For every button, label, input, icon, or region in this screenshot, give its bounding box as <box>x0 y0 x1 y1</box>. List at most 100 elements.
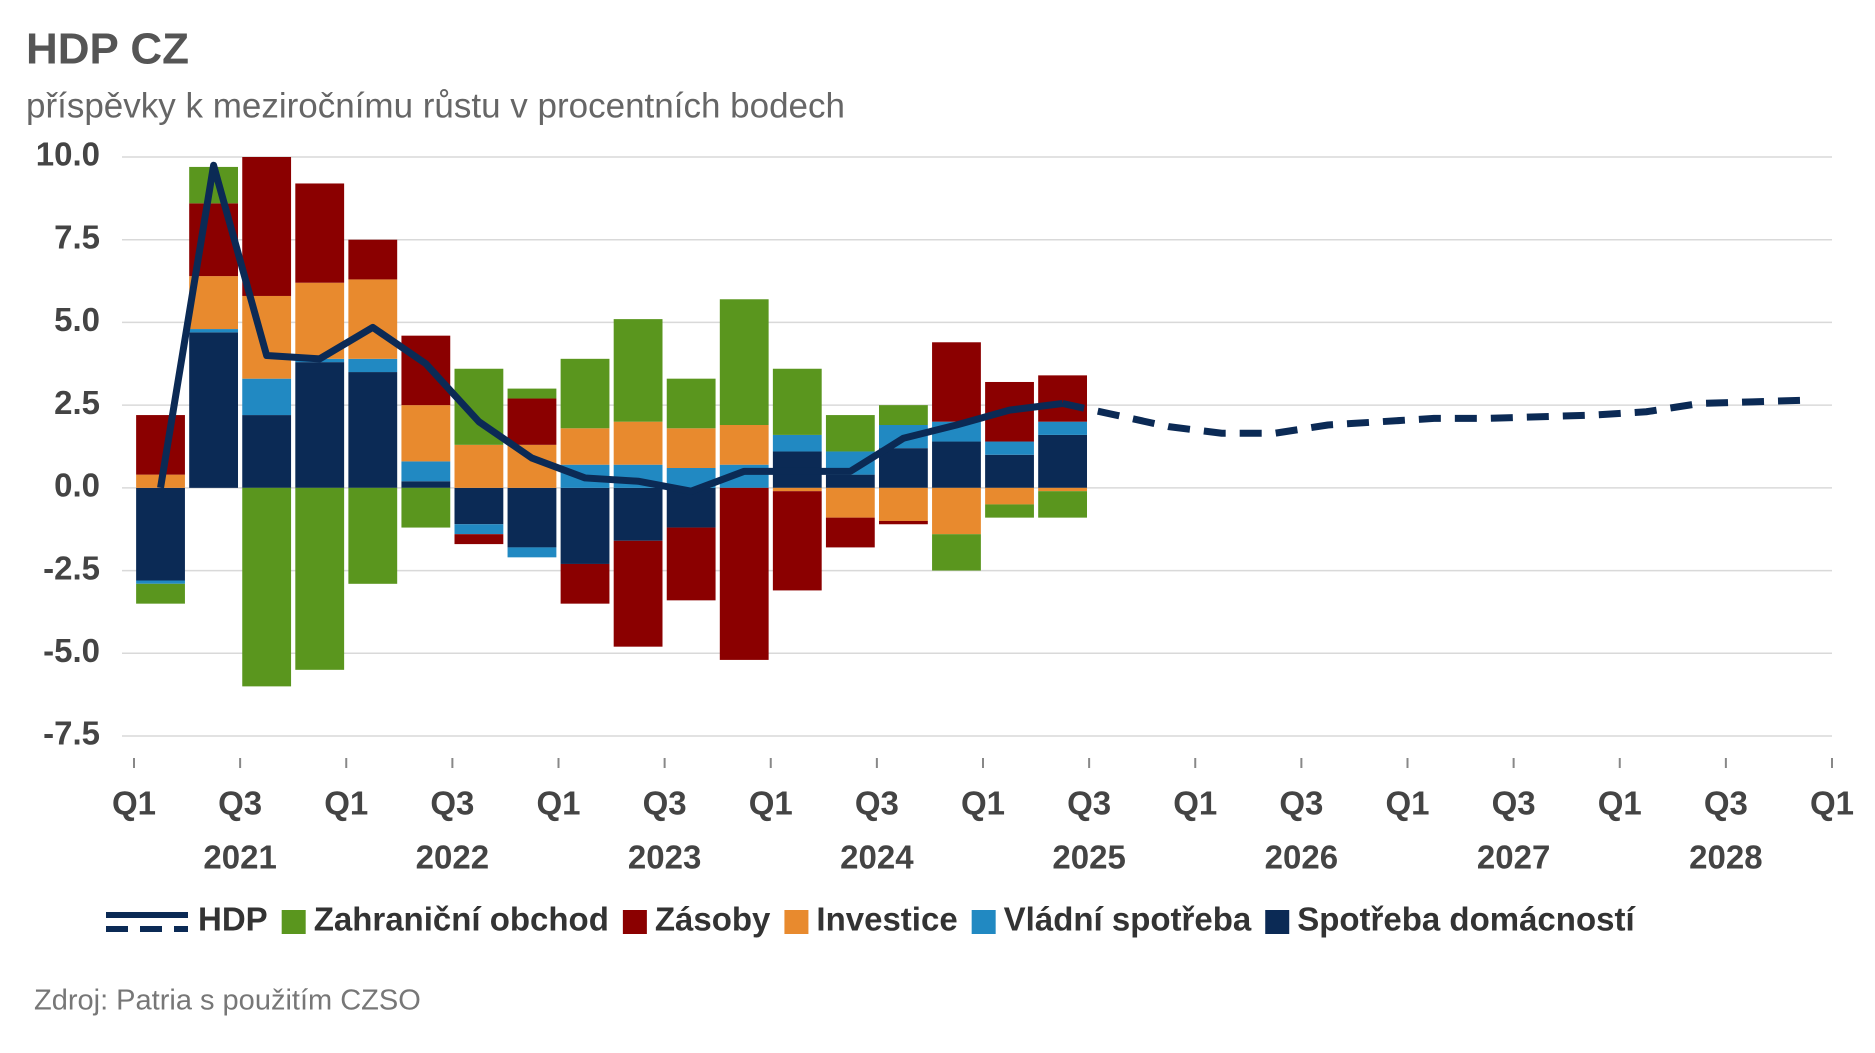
bar-segment <box>401 487 451 528</box>
bar-segment <box>772 368 822 435</box>
year-label: 2028 <box>1689 839 1762 876</box>
y-tick-label: 5.0 <box>54 301 100 338</box>
x-tick-label: Q3 <box>430 785 474 822</box>
bar-segment <box>242 487 292 687</box>
bar-segment <box>242 415 292 488</box>
x-tick-label: Q1 <box>1598 785 1642 822</box>
bar-segment <box>348 239 398 280</box>
bar-segment <box>985 504 1034 518</box>
bar-segment <box>772 434 822 452</box>
bar-segment <box>825 474 875 488</box>
bar-segment <box>719 424 769 465</box>
x-tick-label: Q3 <box>1704 785 1748 822</box>
bar-segment <box>613 540 663 647</box>
bar-segment <box>985 441 1034 455</box>
bar-segment <box>136 583 185 604</box>
legend-label: Vládní spotřeba <box>1004 901 1252 938</box>
y-tick-label: 7.5 <box>54 218 100 255</box>
bar-segment <box>825 517 875 548</box>
bar-segment <box>613 319 663 422</box>
bar-segment <box>454 487 504 525</box>
bar-segment <box>560 358 610 429</box>
x-tick-label: Q1 <box>536 785 580 822</box>
bar-segment <box>348 487 398 584</box>
bar-segment <box>454 444 504 488</box>
bar-segment <box>932 487 981 535</box>
bar-segment <box>295 362 345 488</box>
legend-label: Investice <box>816 901 957 938</box>
bar-segment <box>1038 421 1088 435</box>
bar-segment <box>560 563 610 604</box>
year-label: 2023 <box>628 839 701 876</box>
y-tick-label: -5.0 <box>43 632 100 669</box>
year-label: 2027 <box>1477 839 1550 876</box>
chart-subtitle: příspěvky k meziročnímu růstu v procentn… <box>26 86 845 125</box>
y-tick-label: 10.0 <box>36 136 100 173</box>
bar-segment <box>878 448 928 488</box>
legend-label: HDP <box>198 901 268 938</box>
bar-segment <box>613 487 663 541</box>
bar-segment <box>666 428 716 469</box>
bar-segment <box>1038 375 1088 422</box>
x-tick-label: Q1 <box>324 785 368 822</box>
bar-segment <box>507 547 557 558</box>
bar-segment <box>560 487 610 564</box>
bar-segment <box>189 329 239 333</box>
x-tick-label: Q1 <box>1173 785 1217 822</box>
bar-segment <box>401 481 451 488</box>
legend-label: Zásoby <box>655 901 771 938</box>
bar-segment <box>932 441 981 488</box>
bar-segment <box>454 524 504 535</box>
bar-segment <box>136 580 185 584</box>
x-tick-label: Q1 <box>1385 785 1429 822</box>
y-tick-label: 0.0 <box>54 467 100 504</box>
bar-segment <box>242 378 292 416</box>
y-tick-label: -2.5 <box>43 549 100 586</box>
bar-segment <box>825 487 875 518</box>
year-label: 2022 <box>416 839 489 876</box>
bar-segment <box>560 428 610 465</box>
hdp-line <box>1061 396 1806 437</box>
bar-segment <box>613 421 663 465</box>
bar-segment <box>507 487 557 548</box>
year-label: 2026 <box>1265 839 1338 876</box>
bar-segment <box>719 487 769 660</box>
bar-segment <box>136 415 185 475</box>
bar-segment <box>507 398 557 445</box>
bar-segment <box>985 487 1034 505</box>
bar-segment <box>825 415 875 452</box>
bar-segment <box>242 295 292 379</box>
bar-segment <box>507 388 557 399</box>
year-label: 2025 <box>1052 839 1125 876</box>
legend-swatch <box>971 910 996 934</box>
bar-segment <box>878 405 928 425</box>
source: Zdroj: Patria s použitím CZSO <box>34 985 421 1017</box>
bar-segment <box>348 279 398 359</box>
x-tick-label: Q3 <box>643 785 687 822</box>
x-tick-label: Q1 <box>749 785 793 822</box>
legend-label: Spotřeba domácností <box>1297 901 1636 938</box>
x-tick-label: Q1 <box>961 785 1005 822</box>
bar-segment <box>348 358 398 373</box>
x-tick-label: Q3 <box>1492 785 1536 822</box>
x-tick-label: Q3 <box>218 785 262 822</box>
legend-swatch <box>1265 910 1290 934</box>
bar-segment <box>136 487 185 581</box>
bar-segment <box>348 372 398 488</box>
x-tick-label: Q3 <box>1279 785 1323 822</box>
y-tick-label: 2.5 <box>54 384 100 421</box>
bar-segment <box>401 335 451 406</box>
bar-segment <box>985 454 1034 488</box>
legend-swatch <box>281 910 306 934</box>
legend-swatch <box>784 910 809 934</box>
bar-segment <box>189 332 239 488</box>
bar-segment <box>932 534 981 571</box>
bar-segment <box>772 487 822 492</box>
bar-segment <box>295 183 345 283</box>
year-label: 2024 <box>840 839 914 876</box>
bar-segment <box>242 157 292 296</box>
chart-title: HDP CZ <box>26 25 189 74</box>
bar-segment <box>878 487 928 521</box>
x-tick-label: Q1 <box>112 785 156 822</box>
